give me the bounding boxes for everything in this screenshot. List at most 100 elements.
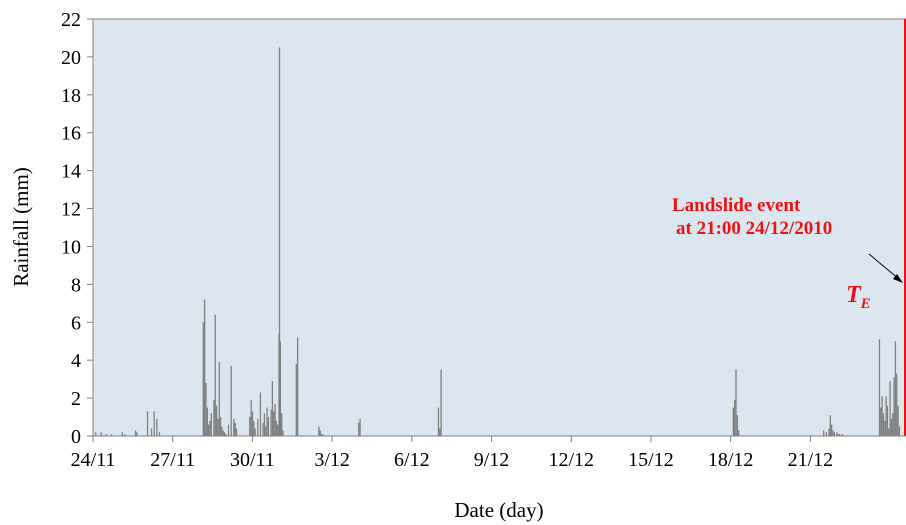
y-tick-label: 16 (61, 123, 81, 145)
rainfall-bar (440, 369, 442, 436)
rainfall-bar (735, 369, 737, 436)
rainfall-bar (295, 363, 297, 436)
rainfall-bar (257, 418, 259, 436)
rainfall-bar (896, 373, 898, 436)
x-tick-label: 3/12 (314, 449, 350, 471)
rainfall-bar (233, 418, 235, 436)
rainfall-bar (734, 399, 736, 436)
rainfall-bar (221, 426, 223, 436)
rainfall-bar (259, 392, 262, 436)
x-tick-label: 6/12 (394, 449, 430, 471)
rainfall-bar (158, 432, 161, 436)
rainfall-bar (732, 407, 734, 436)
rainfall-bar (837, 434, 839, 436)
rainfall-bar (136, 432, 138, 436)
event-annotation-line1: Landslide event (672, 195, 801, 216)
te-label-main: T (846, 282, 862, 308)
rainfall-bar (262, 422, 264, 436)
rainfall-bar (254, 428, 256, 436)
rainfall-bar (265, 426, 267, 436)
rainfall-bar (206, 407, 208, 436)
rainfall-bar (322, 434, 324, 436)
y-tick-label: 2 (71, 388, 81, 410)
x-tick-label: 15/12 (628, 449, 674, 471)
rainfall-bar (263, 413, 266, 436)
y-tick-label: 6 (71, 312, 81, 334)
rainfall-bar (225, 434, 227, 436)
y-tick-label: 20 (61, 47, 81, 69)
te-label: TE (846, 282, 871, 312)
rainfall-bar (203, 299, 206, 436)
rainfall-bar (833, 432, 835, 436)
y-axis-title: Rainfall (mm) (9, 167, 33, 287)
x-tick-label: 24/11 (71, 449, 116, 471)
y-tick-label: 22 (61, 9, 81, 31)
rainfall-bar (219, 417, 222, 436)
x-tick-label: 21/12 (788, 449, 834, 471)
rainfall-bar (282, 430, 284, 436)
rainfall-bar (213, 399, 215, 436)
rainfall-bar (836, 432, 838, 436)
rainfall-bar (207, 424, 210, 436)
rainfall-bar (894, 341, 897, 436)
x-tick-label: 9/12 (474, 449, 510, 471)
annotation-arrow (868, 253, 901, 281)
rainfall-bar (885, 396, 887, 436)
rainfall-bar (880, 407, 882, 436)
rainfall-bar (209, 420, 211, 436)
rainfall-bar (319, 430, 321, 436)
rainfall-bars (95, 47, 901, 437)
rainfall-bar (892, 413, 894, 436)
rainfall-bar (223, 432, 226, 436)
rainfall-bar (882, 413, 885, 436)
rainfall-bar (841, 434, 843, 436)
rainfall-bar (146, 411, 149, 436)
x-tick-label: 12/12 (548, 449, 594, 471)
y-tick-label: 4 (71, 350, 81, 372)
rainfall-bar (251, 411, 254, 436)
rainfall-bar (825, 432, 827, 436)
rainfall-bar (111, 434, 113, 436)
rainfall-bar (878, 339, 881, 436)
y-tick-label: 10 (61, 236, 81, 258)
rainfall-bar (273, 411, 275, 436)
y-tick-label: 18 (61, 85, 81, 107)
te-label-sub: E (860, 296, 871, 312)
rainfall-bar (829, 415, 831, 436)
rainfall-bar (296, 337, 299, 436)
rainfall-bar (121, 432, 123, 436)
rainfall-bar (281, 413, 283, 436)
rainfall-bar (267, 417, 270, 436)
x-axis-ticks: 24/11 27/11 30/11 3/12 6/12 9/12 12/12 15/12 18/… (71, 436, 834, 471)
rainfall-bar (884, 420, 886, 436)
rainfall-bar (214, 314, 216, 436)
rainfall-bar (249, 417, 251, 436)
event-annotation-line2: at 21:00 24/12/2010 (676, 218, 832, 239)
rainfall-bar (359, 418, 361, 436)
rainfall-bar (234, 422, 236, 436)
rainfall-bar (881, 396, 883, 436)
rainfall-bar (890, 418, 893, 436)
rainfall-bar (889, 381, 891, 436)
rainfall-bar (274, 403, 276, 436)
rainfall-bar (831, 424, 833, 436)
rainfall-bar (100, 432, 102, 436)
rainfall-bar (235, 428, 238, 436)
rainfall-bar (439, 428, 441, 436)
rainfall-bar (893, 377, 895, 436)
rainfall-bar (275, 420, 278, 436)
rainfall-bar (278, 47, 281, 437)
rainfall-bar (897, 405, 899, 436)
rainfall-bar (886, 405, 889, 436)
rainfall-bar (838, 434, 841, 436)
rainfall-bar (898, 426, 901, 436)
rainfall-bar (222, 430, 224, 436)
rainfall-bar (227, 424, 230, 436)
y-tick-label: 8 (71, 274, 81, 296)
rainfall-bar (270, 409, 272, 436)
rainfall-bar (266, 407, 268, 436)
rainfall-bar (279, 341, 282, 436)
rainfall-bar (271, 381, 274, 436)
rainfall-bar (202, 322, 204, 436)
